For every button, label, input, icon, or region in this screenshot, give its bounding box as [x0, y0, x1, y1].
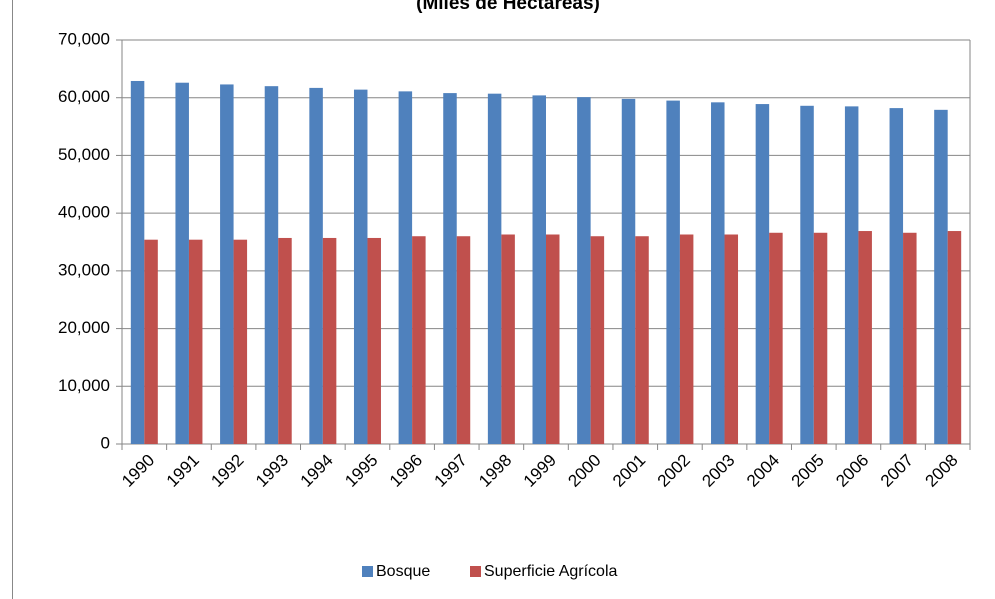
bar — [398, 91, 413, 444]
y-tick-label: 50,000 — [58, 145, 110, 164]
bar — [367, 237, 381, 444]
bar — [590, 236, 605, 444]
bar — [813, 232, 828, 444]
bar — [769, 232, 783, 444]
bar — [858, 231, 872, 444]
bar — [264, 86, 279, 445]
legend-swatch — [470, 566, 481, 577]
bar — [353, 89, 368, 445]
legend-label: Superficie Agrícola — [484, 563, 618, 580]
y-tick-label: 70,000 — [58, 29, 110, 48]
y-tick-label: 0 — [101, 433, 110, 452]
bar — [844, 106, 859, 444]
bar — [532, 95, 546, 445]
bar — [889, 108, 904, 445]
y-tick-label: 30,000 — [58, 260, 110, 279]
bar — [724, 234, 739, 444]
bar — [621, 98, 636, 445]
chart-title: (Miles de Hectáreas) — [416, 0, 600, 14]
bar — [546, 234, 560, 444]
y-tick-label: 10,000 — [58, 376, 110, 395]
legend-label: Bosque — [376, 563, 430, 580]
bar — [487, 93, 502, 444]
bar — [412, 236, 426, 444]
y-tick-label: 40,000 — [58, 203, 110, 222]
bar — [309, 87, 323, 444]
bar — [456, 236, 471, 444]
bar — [755, 104, 770, 444]
bar — [711, 102, 725, 445]
bar — [666, 100, 680, 444]
y-tick-label: 20,000 — [58, 318, 110, 337]
bar — [322, 237, 337, 444]
bar — [934, 109, 948, 444]
y-tick-label: 60,000 — [58, 87, 110, 106]
bar — [175, 82, 189, 445]
bar — [635, 236, 649, 444]
bar — [577, 97, 591, 444]
bar — [188, 239, 203, 444]
bar — [947, 231, 962, 444]
bar — [679, 234, 694, 444]
bar — [144, 239, 158, 444]
bar — [220, 84, 234, 444]
bar — [130, 80, 145, 444]
bar — [501, 234, 515, 444]
bar — [443, 93, 457, 445]
legend-swatch — [362, 566, 373, 577]
bar — [278, 237, 292, 444]
bar — [233, 239, 248, 444]
bar — [800, 105, 814, 445]
bar — [903, 232, 917, 444]
